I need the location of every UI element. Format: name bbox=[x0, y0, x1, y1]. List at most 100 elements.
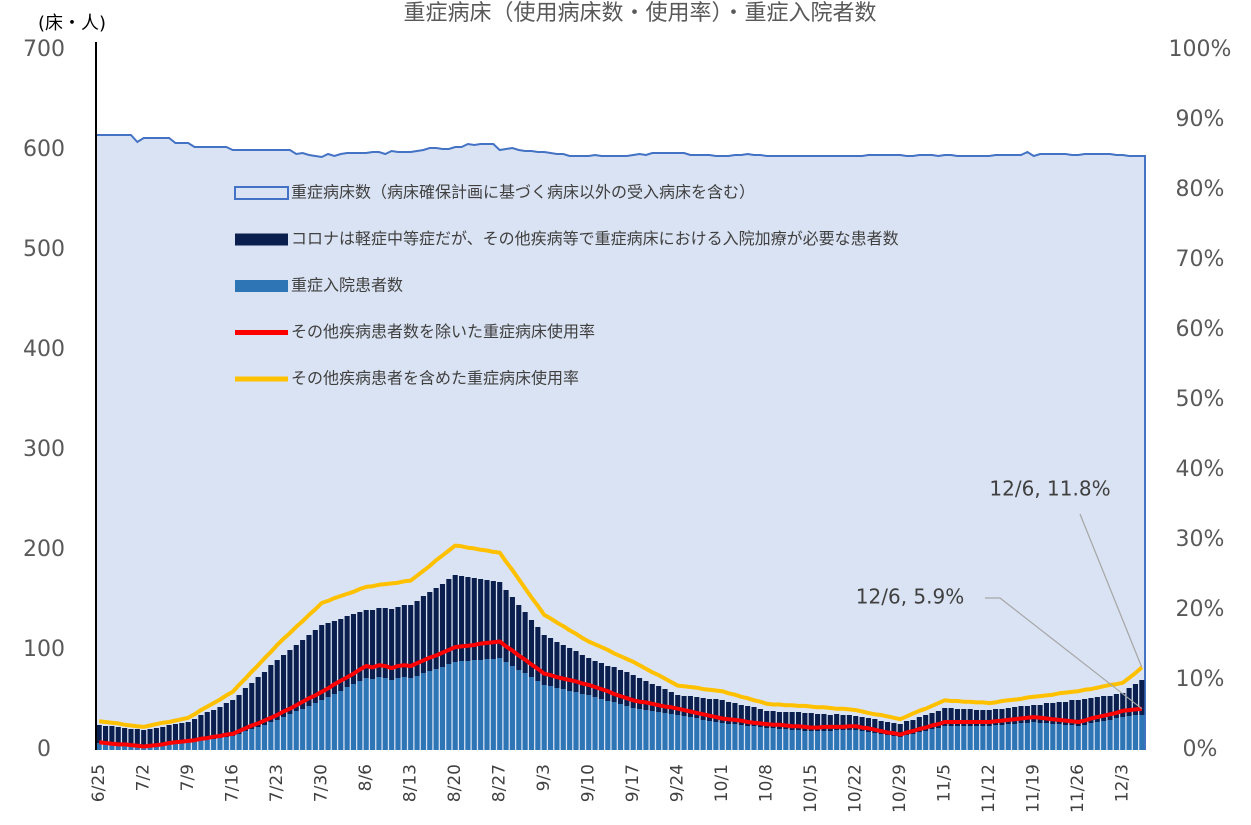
bar bbox=[300, 640, 306, 709]
bar bbox=[370, 679, 376, 750]
bar bbox=[986, 726, 992, 750]
bar bbox=[389, 609, 395, 680]
bar bbox=[846, 715, 852, 730]
bar bbox=[1031, 705, 1037, 722]
bar bbox=[999, 709, 1005, 725]
bar bbox=[643, 681, 649, 710]
bar bbox=[961, 726, 967, 750]
y-tick-label: 300 bbox=[23, 437, 65, 462]
bar bbox=[929, 729, 935, 750]
bar bbox=[656, 686, 662, 712]
chart-title: 重症病床（使用病床数・使用率）・重症入院者数 bbox=[403, 1, 876, 26]
bar bbox=[598, 663, 604, 699]
bar bbox=[548, 686, 554, 750]
bar bbox=[999, 725, 1005, 750]
bar bbox=[751, 726, 757, 750]
x-tick-label: 9/10 bbox=[579, 764, 599, 802]
bar bbox=[128, 746, 134, 750]
bar bbox=[541, 685, 547, 750]
bar bbox=[649, 711, 655, 750]
bar bbox=[1037, 705, 1043, 723]
area bbox=[96, 135, 1145, 750]
y-tick-label: 100 bbox=[23, 637, 65, 662]
x-tick-label: 10/29 bbox=[890, 764, 910, 813]
bar bbox=[134, 729, 140, 746]
bar bbox=[649, 684, 655, 711]
bar bbox=[223, 737, 229, 750]
bar bbox=[1031, 722, 1037, 750]
bar bbox=[535, 681, 541, 750]
bar bbox=[446, 664, 452, 750]
bar bbox=[776, 712, 782, 729]
bar bbox=[700, 698, 706, 720]
bar bbox=[954, 726, 960, 750]
bar bbox=[713, 722, 719, 750]
bar bbox=[459, 576, 465, 661]
bar bbox=[1113, 694, 1119, 718]
bar bbox=[935, 728, 941, 750]
bar bbox=[331, 621, 337, 694]
bar bbox=[719, 723, 725, 750]
bar bbox=[153, 746, 159, 750]
leader-line bbox=[985, 597, 1143, 710]
bar bbox=[439, 584, 446, 667]
bar bbox=[249, 683, 255, 729]
bar bbox=[242, 688, 248, 731]
bar bbox=[363, 678, 369, 750]
bar bbox=[770, 711, 776, 728]
bar bbox=[904, 721, 910, 735]
bar bbox=[357, 612, 363, 681]
bar bbox=[160, 727, 166, 745]
bar bbox=[675, 695, 681, 715]
bar bbox=[1120, 693, 1126, 717]
bar bbox=[338, 691, 344, 750]
bar bbox=[624, 706, 630, 750]
bar bbox=[1069, 725, 1075, 750]
bar bbox=[834, 730, 840, 750]
y2-tick-label: 0% bbox=[1183, 737, 1218, 762]
bar bbox=[122, 745, 128, 750]
bar bbox=[1139, 715, 1145, 750]
bar bbox=[910, 720, 916, 734]
bar bbox=[815, 714, 821, 731]
bar bbox=[312, 703, 318, 750]
x-tick-label: 10/15 bbox=[801, 764, 821, 813]
bar bbox=[872, 733, 878, 750]
bar bbox=[586, 658, 592, 695]
y-tick-label: 400 bbox=[23, 337, 65, 362]
bar bbox=[872, 719, 878, 733]
bar bbox=[783, 712, 789, 729]
bar bbox=[312, 630, 318, 703]
bar bbox=[1075, 726, 1081, 750]
bar bbox=[815, 731, 821, 750]
bar bbox=[726, 724, 732, 750]
bar bbox=[865, 718, 871, 732]
bar bbox=[478, 579, 484, 660]
bar bbox=[1069, 700, 1075, 725]
bar bbox=[191, 741, 198, 750]
bar bbox=[204, 712, 210, 739]
bar bbox=[579, 655, 585, 694]
x-tick-label: 11/5 bbox=[935, 764, 955, 802]
bar bbox=[1107, 720, 1113, 750]
bar bbox=[1056, 702, 1062, 724]
bar bbox=[554, 642, 560, 688]
bar bbox=[166, 744, 172, 750]
bar bbox=[109, 726, 115, 744]
legend-swatch bbox=[235, 233, 288, 246]
bar bbox=[687, 696, 693, 717]
bar bbox=[675, 715, 681, 750]
bar bbox=[1082, 699, 1088, 725]
bar bbox=[490, 659, 496, 750]
x-tick-label: 10/1 bbox=[712, 764, 732, 802]
bar bbox=[637, 678, 643, 709]
bar bbox=[865, 732, 871, 750]
bar bbox=[1043, 723, 1050, 750]
bar bbox=[668, 714, 674, 750]
y2-tick-label: 20% bbox=[1176, 597, 1225, 622]
bar bbox=[738, 725, 744, 750]
bar bbox=[1132, 715, 1139, 750]
bar bbox=[757, 727, 763, 750]
bar bbox=[821, 714, 827, 731]
bar bbox=[172, 724, 179, 743]
